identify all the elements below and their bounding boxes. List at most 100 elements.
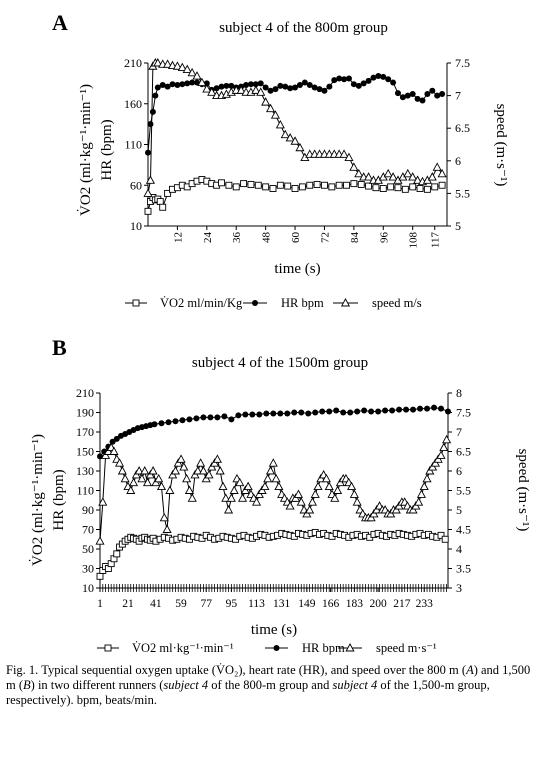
- data-point-triangle: [176, 454, 186, 463]
- x-tick-label: 95: [226, 598, 238, 610]
- data-point-circle: [390, 79, 397, 86]
- data-point-square: [225, 181, 233, 189]
- data-point-circle: [306, 82, 313, 89]
- data-point-triangle: [251, 497, 262, 506]
- data-point-triangle: [126, 485, 136, 494]
- data-point-triangle: [422, 473, 432, 483]
- data-point-circle: [375, 73, 382, 80]
- data-point-circle: [277, 410, 284, 417]
- data-point-square: [284, 182, 292, 190]
- legend-marker-square: [104, 644, 112, 652]
- data-point-triangle: [436, 450, 446, 459]
- y2-tick-label: 5.5: [456, 484, 471, 498]
- data-point-triangle: [163, 59, 173, 68]
- data-point-circle: [382, 407, 389, 414]
- data-point-triangle: [137, 473, 147, 483]
- data-point-triangle: [115, 458, 125, 467]
- y2-axis-label: speed (m·s⁻¹): [515, 449, 531, 532]
- data-point-triangle: [414, 497, 424, 506]
- data-point-circle: [263, 410, 270, 417]
- data-point-triangle: [321, 473, 331, 483]
- data-point-square: [240, 180, 248, 188]
- data-point-triangle: [313, 481, 323, 491]
- data-point-circle: [424, 90, 431, 97]
- y-tick-label: 210: [124, 56, 142, 70]
- y2-tick-label: 7: [455, 89, 461, 103]
- data-point-circle: [221, 413, 228, 420]
- data-point-circle: [296, 82, 303, 89]
- data-point-triangle: [416, 489, 427, 498]
- data-point-triangle: [439, 442, 449, 452]
- data-point-circle: [331, 77, 338, 84]
- data-point-circle: [380, 73, 387, 80]
- legend-label: V̇O2 ml/min/Kg: [160, 296, 243, 310]
- data-point-triangle: [260, 481, 270, 491]
- data-point-circle: [336, 75, 343, 82]
- data-point-triangle: [427, 172, 437, 181]
- data-point-circle: [247, 81, 254, 88]
- data-point-triangle: [347, 481, 357, 491]
- data-point-circle: [350, 81, 357, 88]
- caption-text: A: [466, 663, 474, 677]
- data-point-triangle: [95, 536, 105, 545]
- data-point-circle: [228, 82, 235, 89]
- data-point-circle: [270, 410, 277, 417]
- data-point-circle: [414, 95, 421, 102]
- data-point-triangle: [159, 512, 169, 522]
- data-point-triangle: [134, 466, 144, 475]
- data-point-circle: [389, 407, 396, 414]
- y2-tick-label: 6: [456, 464, 462, 478]
- data-point-circle: [298, 409, 305, 416]
- data-point-square: [247, 180, 255, 188]
- series-triangle: [143, 58, 447, 197]
- data-point-circle: [399, 94, 406, 101]
- data-point-square: [431, 183, 439, 191]
- data-point-circle: [207, 414, 214, 421]
- data-point-triangle: [251, 85, 261, 94]
- data-point-circle: [235, 412, 242, 419]
- x-tick-label: 149: [298, 598, 316, 610]
- data-point-triangle: [307, 497, 317, 506]
- data-point-circle: [410, 406, 417, 413]
- data-point-circle: [424, 405, 431, 412]
- data-point-triangle: [165, 485, 175, 494]
- data-point-circle: [438, 405, 445, 412]
- legend-label: speed m·s⁻¹: [376, 641, 437, 655]
- data-point-square: [441, 535, 449, 543]
- data-point-circle: [213, 85, 220, 92]
- data-point-square: [343, 181, 350, 189]
- x-tick-label: 200: [369, 598, 387, 610]
- data-point-circle: [301, 79, 308, 86]
- data-point-triangle: [285, 501, 295, 510]
- data-point-circle: [252, 81, 259, 88]
- legend-marker-circle: [252, 300, 258, 306]
- data-point-circle: [145, 149, 151, 156]
- data-point-triangle: [442, 434, 452, 444]
- data-point-circle: [365, 77, 372, 84]
- data-point-square: [232, 183, 240, 191]
- data-point-circle: [218, 83, 225, 90]
- y-tick-label: 190: [76, 406, 94, 420]
- y-tick-label: 60: [130, 178, 142, 192]
- series-square: [144, 176, 446, 215]
- data-point-triangle: [142, 477, 153, 487]
- data-point-triangle: [437, 168, 447, 178]
- legend-marker-triangle: [345, 643, 355, 652]
- data-point-circle: [419, 97, 426, 104]
- data-point-circle: [404, 92, 411, 99]
- data-point-circle: [333, 407, 340, 414]
- data-point-circle: [431, 404, 438, 411]
- data-point-triangle: [270, 110, 280, 119]
- data-point-circle: [257, 80, 264, 87]
- data-point-triangle: [109, 446, 119, 455]
- y-tick-label: 170: [76, 425, 94, 439]
- y2-tick-label: 4: [456, 542, 462, 556]
- data-point-square: [96, 572, 104, 580]
- data-point-square: [416, 185, 424, 192]
- data-point-triangle: [128, 477, 139, 487]
- data-point-square: [291, 185, 299, 192]
- y-tick-label: 90: [82, 503, 94, 517]
- data-point-triangle: [305, 505, 315, 514]
- data-point-circle: [282, 83, 289, 90]
